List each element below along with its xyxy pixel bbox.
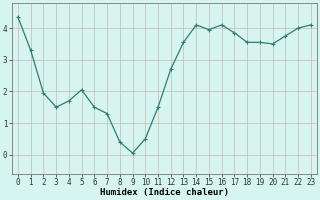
X-axis label: Humidex (Indice chaleur): Humidex (Indice chaleur) [100,188,229,197]
